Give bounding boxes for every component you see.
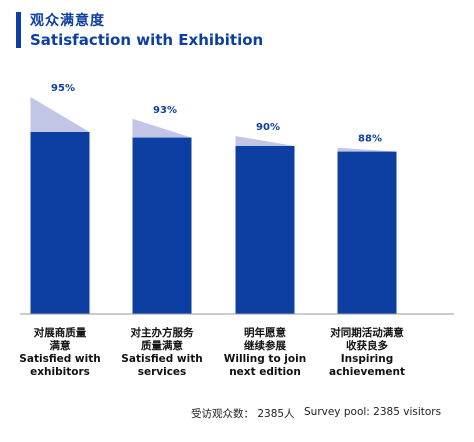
category-en-line: next edition bbox=[229, 366, 301, 378]
title-accent-bar bbox=[16, 12, 21, 48]
bar-2 bbox=[132, 137, 192, 314]
bar-remainder-shade-1 bbox=[30, 97, 90, 132]
category-label-3: 明年愿意 继续参展 Willing to join next edition bbox=[209, 327, 321, 379]
footer-cn: 受访观众数： 2385人 bbox=[191, 408, 295, 420]
category-label-4: 对同期活动满意 收获良多 Inspiring achievement bbox=[311, 327, 423, 379]
bar-4 bbox=[337, 151, 397, 314]
category-cn-line: 继续参展 bbox=[244, 340, 286, 352]
chart-title-en: Satisfaction with Exhibition bbox=[30, 31, 264, 49]
category-en-line: Satisfied with bbox=[121, 353, 203, 365]
data-label-4: 88% bbox=[358, 134, 382, 145]
data-label-3: 90% bbox=[256, 122, 280, 133]
bar-remainder-shade-2 bbox=[132, 118, 192, 138]
category-cn-line: 对同期活动满意 bbox=[330, 327, 404, 339]
category-cn-line: 对主办方服务 bbox=[130, 327, 194, 339]
bar-remainder-shade-3 bbox=[235, 136, 295, 146]
category-cn-line: 满意 bbox=[49, 340, 71, 352]
bar-1 bbox=[30, 132, 90, 314]
chart-title-cn: 观众满意度 bbox=[30, 13, 105, 29]
bar-3 bbox=[235, 146, 295, 314]
category-en-line: services bbox=[137, 366, 187, 378]
category-en-line: Inspiring bbox=[340, 353, 394, 365]
data-label-2: 93% bbox=[153, 105, 177, 116]
category-cn-line: 收获良多 bbox=[346, 340, 388, 352]
category-cn-line: 对展商质量 bbox=[33, 327, 87, 339]
category-en-line: exhibitors bbox=[30, 366, 90, 378]
category-label-2: 对主办方服务 质量满意 Satisfied with services bbox=[106, 327, 218, 379]
category-en-line: Satisfied with bbox=[19, 353, 101, 365]
footer-en: Survey pool: 2385 visitors bbox=[304, 406, 442, 418]
category-cn-line: 质量满意 bbox=[141, 340, 183, 352]
category-label-1: 对展商质量 满意 Satisfied with exhibitors bbox=[4, 327, 116, 379]
data-label-1: 95% bbox=[51, 83, 75, 94]
bar-remainder-shade-4 bbox=[337, 147, 397, 152]
category-en-line: achievement bbox=[328, 366, 406, 378]
category-en-line: Willing to join bbox=[223, 353, 307, 365]
category-cn-line: 明年愿意 bbox=[244, 327, 286, 339]
